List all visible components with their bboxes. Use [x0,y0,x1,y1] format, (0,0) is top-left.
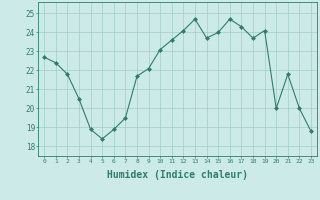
X-axis label: Humidex (Indice chaleur): Humidex (Indice chaleur) [107,170,248,180]
